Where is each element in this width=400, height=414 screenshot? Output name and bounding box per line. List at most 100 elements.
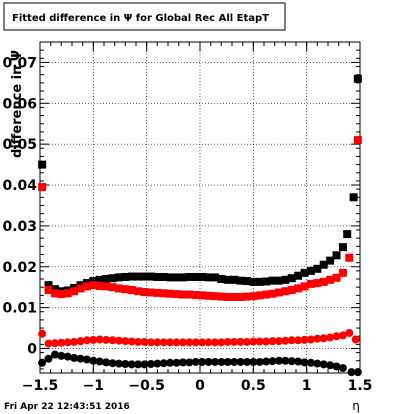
y-tick-labels: 0 0.01 0.02 0.03 0.04 0.05 0.06 0.07 [2, 55, 37, 357]
data-point-square [332, 251, 341, 260]
data-point-square [249, 277, 258, 286]
data-point-square [274, 276, 283, 285]
data-point-square [313, 264, 322, 273]
data-point-circle [210, 357, 219, 366]
x-tick-labels: −1.5 −1 −0.5 0 0.5 1 1.5 [22, 378, 373, 394]
data-point-square [134, 272, 143, 281]
data-point-circle [351, 335, 360, 344]
data-point-circle [102, 358, 111, 367]
data-point-circle [217, 357, 226, 366]
data-point-square [294, 284, 303, 293]
data-point-circle [44, 339, 53, 348]
data-point-square [191, 290, 200, 299]
data-point-circle [57, 351, 66, 360]
data-point-circle [210, 338, 219, 347]
data-point-circle [82, 336, 91, 345]
y-tick-label: 0.07 [2, 55, 37, 71]
data-point-circle [294, 357, 303, 366]
data-point-square [287, 286, 296, 295]
data-point-circle [38, 329, 47, 338]
data-point-circle [274, 337, 283, 346]
x-tick-label: 1 [302, 378, 312, 394]
data-point-circle [82, 355, 91, 364]
data-point-square [185, 290, 194, 299]
data-point-square [108, 283, 117, 292]
y-axis-title: difference in Ψ [10, 50, 25, 158]
data-point-circle [268, 357, 277, 366]
data-point-circle [178, 358, 187, 367]
y-tick-label: 0 [27, 341, 37, 357]
chart-title: Fitted difference in Ψ for Global Rec Al… [12, 13, 269, 24]
data-point-circle [153, 338, 162, 347]
data-point-circle [102, 335, 111, 344]
data-point-circle [287, 357, 296, 366]
grid-lines [40, 42, 360, 373]
data-point-square [114, 284, 123, 293]
data-point-square [153, 288, 162, 297]
data-point-square [146, 288, 155, 297]
data-point-square [210, 273, 219, 282]
x-tick-label: −1.5 [22, 378, 59, 394]
data-point-circle [172, 338, 181, 347]
data-point-circle [313, 359, 322, 368]
y-tick-label: 0.01 [2, 301, 37, 317]
data-point-circle [262, 357, 271, 366]
data-point-circle [287, 336, 296, 345]
data-point-square [217, 275, 226, 284]
data-point-circle [198, 338, 207, 347]
data-point-square [255, 291, 264, 300]
data-point-circle [159, 359, 168, 368]
data-point-circle [242, 357, 251, 366]
data-point-square [300, 282, 309, 291]
data-point-square [249, 292, 258, 301]
data-point-square [172, 273, 181, 282]
data-point-square [204, 273, 213, 282]
data-point-square [140, 272, 149, 281]
x-tick-label: −1 [83, 378, 104, 394]
y-tick-label: 0.02 [2, 260, 37, 276]
data-point-circle [121, 360, 130, 369]
data-point-square [44, 286, 53, 295]
data-point-circle [262, 337, 271, 346]
data-point-circle [95, 335, 104, 344]
data-point-circle [134, 337, 143, 346]
data-point-square [89, 277, 98, 286]
data-point-circle [345, 328, 354, 337]
data-point-square [223, 292, 232, 301]
data-point-square [242, 292, 251, 301]
y-tick-label: 0.04 [2, 178, 37, 194]
data-point-circle [63, 338, 72, 347]
data-point-square [204, 291, 213, 300]
data-point-square [63, 289, 72, 298]
x-tick-label: 0.5 [241, 378, 266, 394]
data-point-circle [114, 359, 123, 368]
data-point-circle [146, 360, 155, 369]
data-point-circle [191, 338, 200, 347]
data-point-circle [159, 338, 168, 347]
data-point-square [236, 292, 245, 301]
data-point-square [102, 282, 111, 291]
data-point-circle [166, 358, 175, 367]
data-point-square [178, 290, 187, 299]
data-point-circle [326, 333, 335, 342]
data-point-square [349, 193, 358, 202]
data-point-square [89, 281, 98, 290]
data-point-circle [76, 337, 85, 346]
data-point-square [306, 266, 315, 275]
data-point-square [191, 272, 200, 281]
data-point-circle [236, 337, 245, 346]
data-point-circle [300, 335, 309, 344]
data-point-circle [185, 358, 194, 367]
data-point-square [50, 289, 59, 298]
data-point-circle [146, 338, 155, 347]
data-point-square [319, 277, 328, 286]
data-point-circle [127, 337, 136, 346]
data-point-square [114, 273, 123, 282]
data-point-circle [300, 358, 309, 367]
data-point-circle [70, 337, 79, 346]
data-point-circle [172, 358, 181, 367]
data-point-circle [108, 336, 117, 345]
data-point-square [287, 274, 296, 283]
data-point-square [217, 292, 226, 301]
data-point-square [44, 281, 53, 290]
